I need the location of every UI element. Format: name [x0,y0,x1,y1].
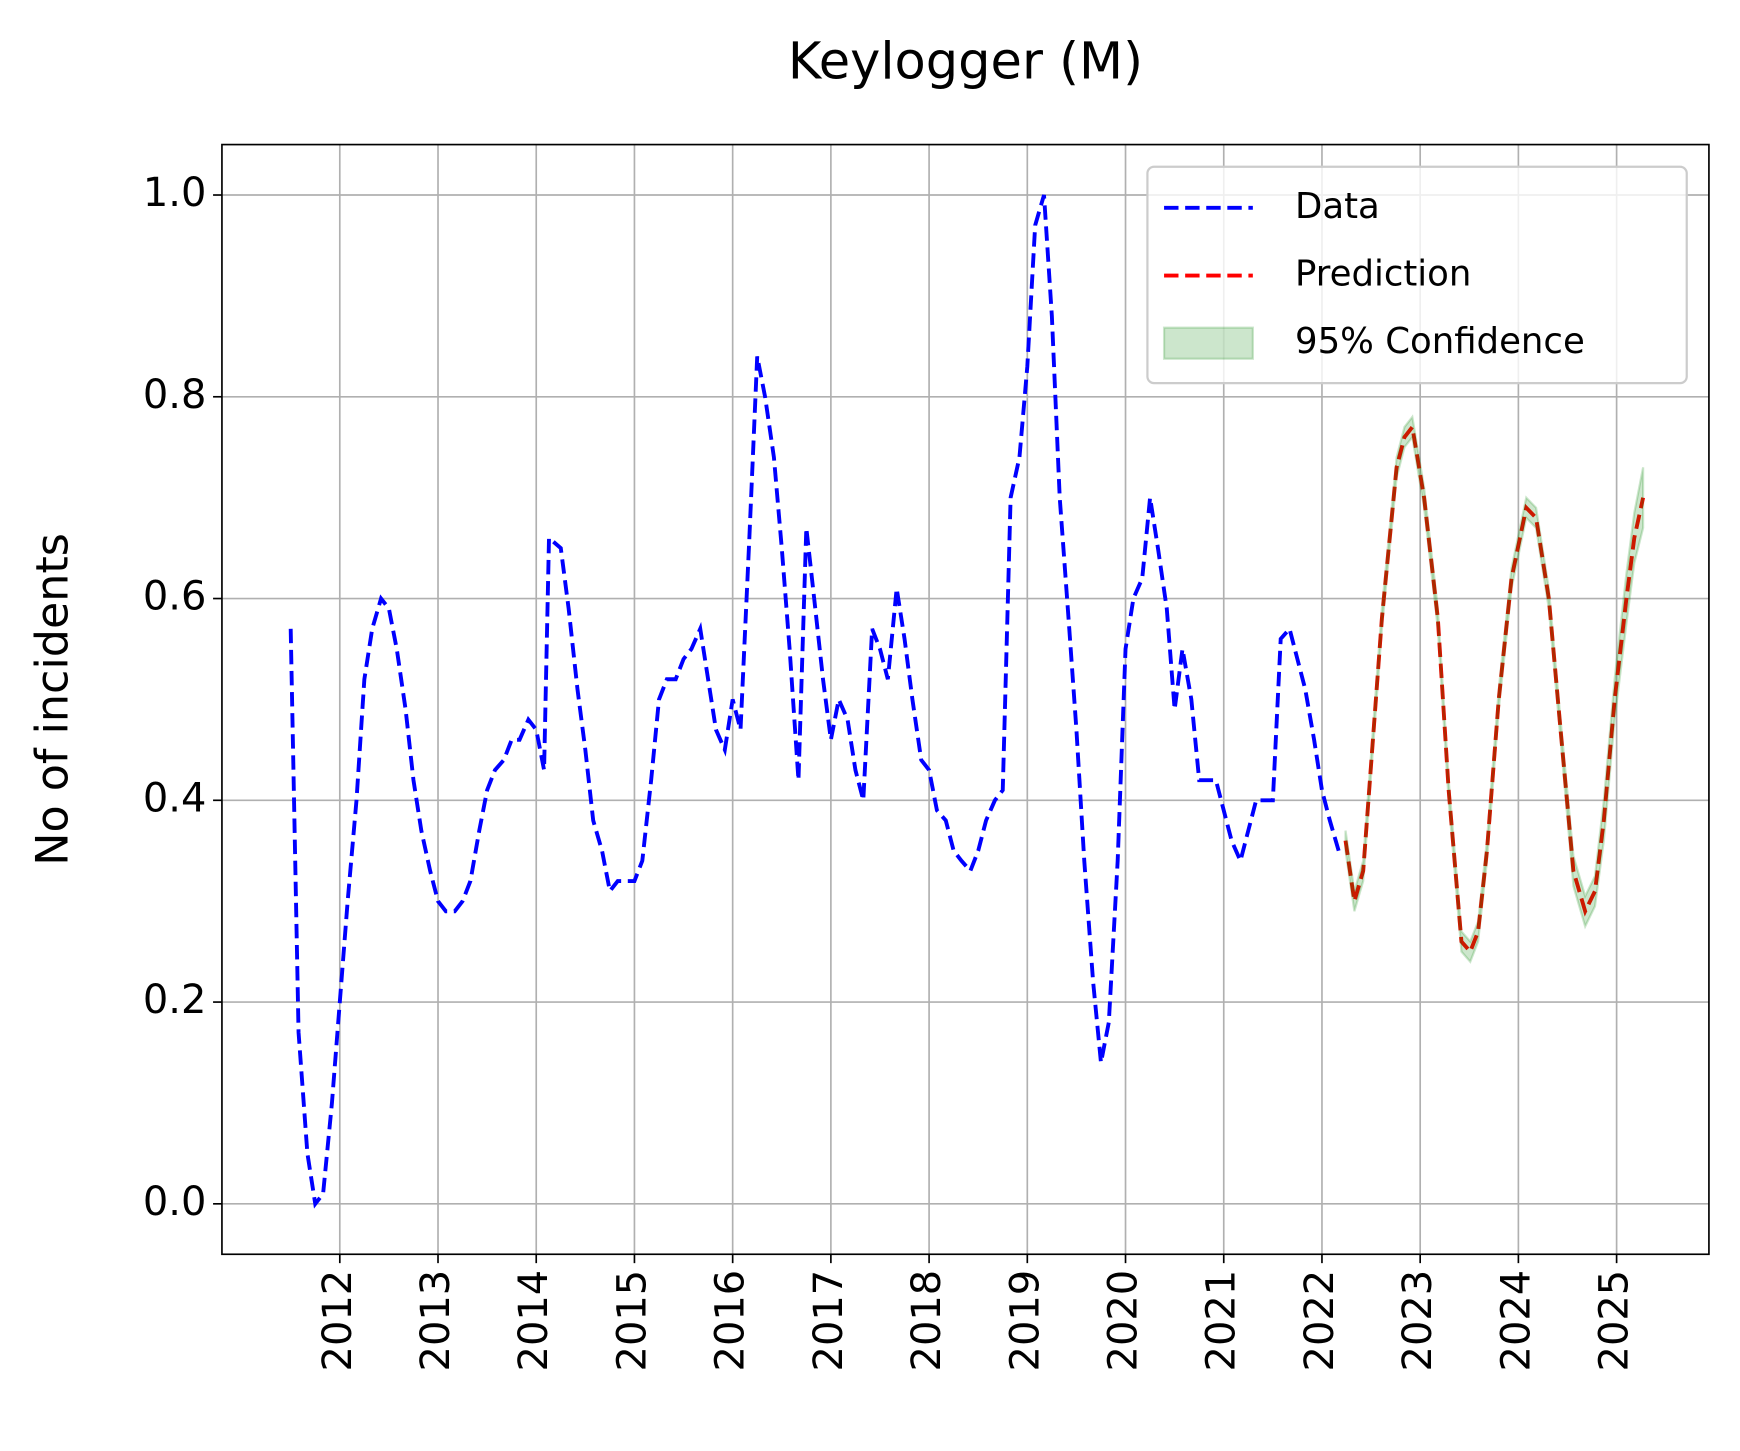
y-tick-label: 0.0 [143,1179,207,1225]
y-axis-label: No of incidents [27,533,78,866]
x-tick-label: 2023 [1395,1270,1441,1372]
x-tick-label: 2016 [708,1270,754,1372]
x-tick-label: 2013 [413,1270,459,1372]
chart-title: Keylogger (M) [788,33,1143,92]
line-series [1343,422,1646,956]
legend-swatch [1162,326,1254,360]
y-tick-label: 0.8 [143,372,207,418]
line-series [288,194,1341,1209]
x-tick-label: 2015 [609,1270,655,1372]
y-tick-label: 0.2 [143,977,207,1023]
y-tick-label: 0.6 [143,574,207,620]
legend-box [1146,165,1688,385]
x-tick-label: 2024 [1493,1270,1539,1372]
x-tick-label: 2020 [1101,1270,1147,1372]
y-tick-label: 1.0 [143,170,207,216]
legend-label: Prediction [1295,254,1471,295]
x-tick-label: 2019 [1002,1270,1048,1372]
x-tick-label: 2025 [1592,1270,1638,1372]
x-tick-label: 2018 [904,1270,950,1372]
x-tick-label: 2014 [511,1270,557,1372]
legend-label: Data [1295,186,1380,227]
y-tick-label: 0.4 [143,775,207,821]
x-tick-label: 2022 [1297,1270,1343,1372]
confidence-band [1344,414,1645,964]
plot-frame [221,143,1710,1256]
x-tick-label: 2012 [315,1270,361,1372]
x-tick-label: 2017 [806,1270,852,1372]
x-tick-label: 2021 [1199,1270,1245,1372]
legend-label: 95% Confidence [1295,321,1585,362]
